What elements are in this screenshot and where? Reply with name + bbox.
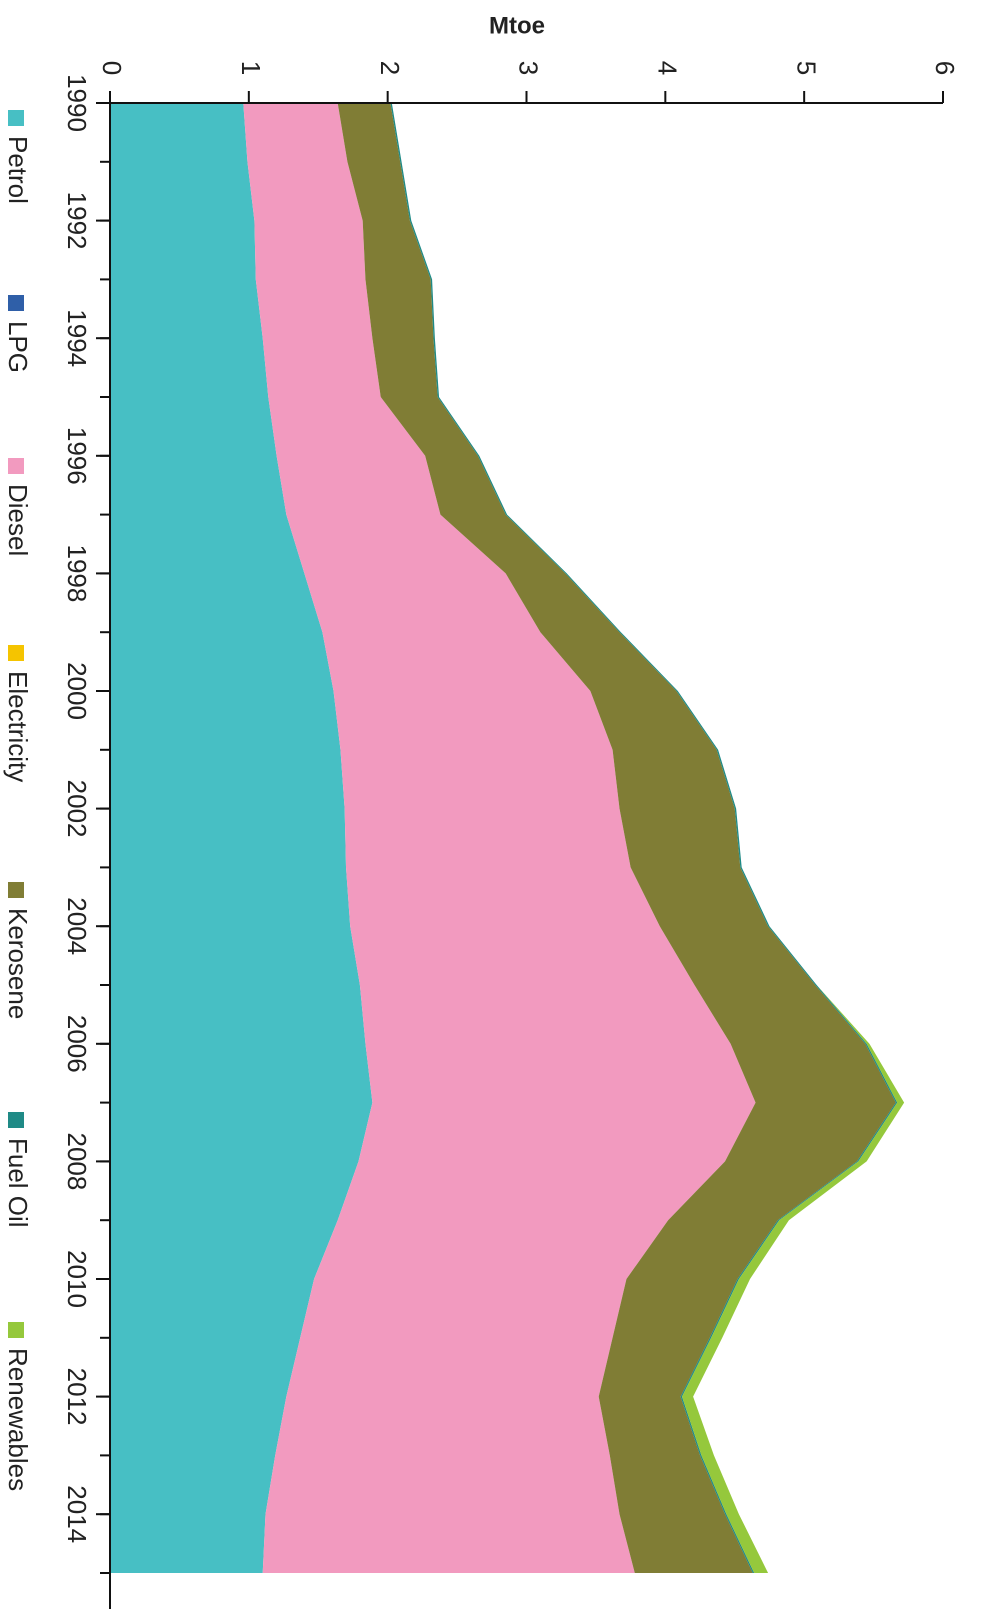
legend-label: Diesel (3, 484, 33, 556)
year-tick-label: 2012 (62, 1368, 92, 1426)
year-tick-label: 1992 (62, 192, 92, 250)
legend-label: Electricity (3, 671, 33, 782)
year-tick-label: 2002 (62, 780, 92, 838)
value-tick-label: 5 (791, 61, 821, 75)
legend-swatch (8, 458, 24, 474)
year-tick-label: 1996 (62, 427, 92, 485)
value-tick-label: 1 (236, 61, 266, 75)
legend-label: LPG (3, 321, 33, 373)
area (337, 103, 896, 1573)
year-tick-label: 2008 (62, 1132, 92, 1190)
year-tick-label: 2004 (62, 897, 92, 955)
area (110, 103, 373, 1573)
legend-swatch (8, 882, 24, 898)
value-tick-label: 4 (652, 61, 682, 75)
legend-swatch (8, 295, 24, 311)
value-tick-label: 3 (514, 61, 544, 75)
year-tick-label: 1990 (62, 74, 92, 132)
year-tick-label: 2000 (62, 662, 92, 720)
value-tick-label: 2 (375, 61, 405, 75)
legend-swatch (8, 1112, 24, 1128)
year-tick-label: 1994 (62, 309, 92, 367)
legend-swatch (8, 1322, 24, 1338)
legend-label: Renewables (3, 1348, 33, 1491)
year-tick-label: 2014 (62, 1485, 92, 1543)
value-tick-label: 0 (97, 61, 127, 75)
axis-label: Mtoe (489, 12, 545, 39)
legend-label: Kerosene (3, 908, 33, 1019)
year-tick-label: 2006 (62, 1015, 92, 1073)
area (243, 103, 756, 1573)
year-tick-label: 1998 (62, 544, 92, 602)
legend-label: Petrol (3, 136, 33, 204)
legend-swatch (8, 645, 24, 661)
legend-swatch (8, 110, 24, 126)
legend-label: Fuel Oil (3, 1138, 33, 1228)
year-tick-label: 2010 (62, 1250, 92, 1308)
value-tick-label: 6 (930, 61, 960, 75)
